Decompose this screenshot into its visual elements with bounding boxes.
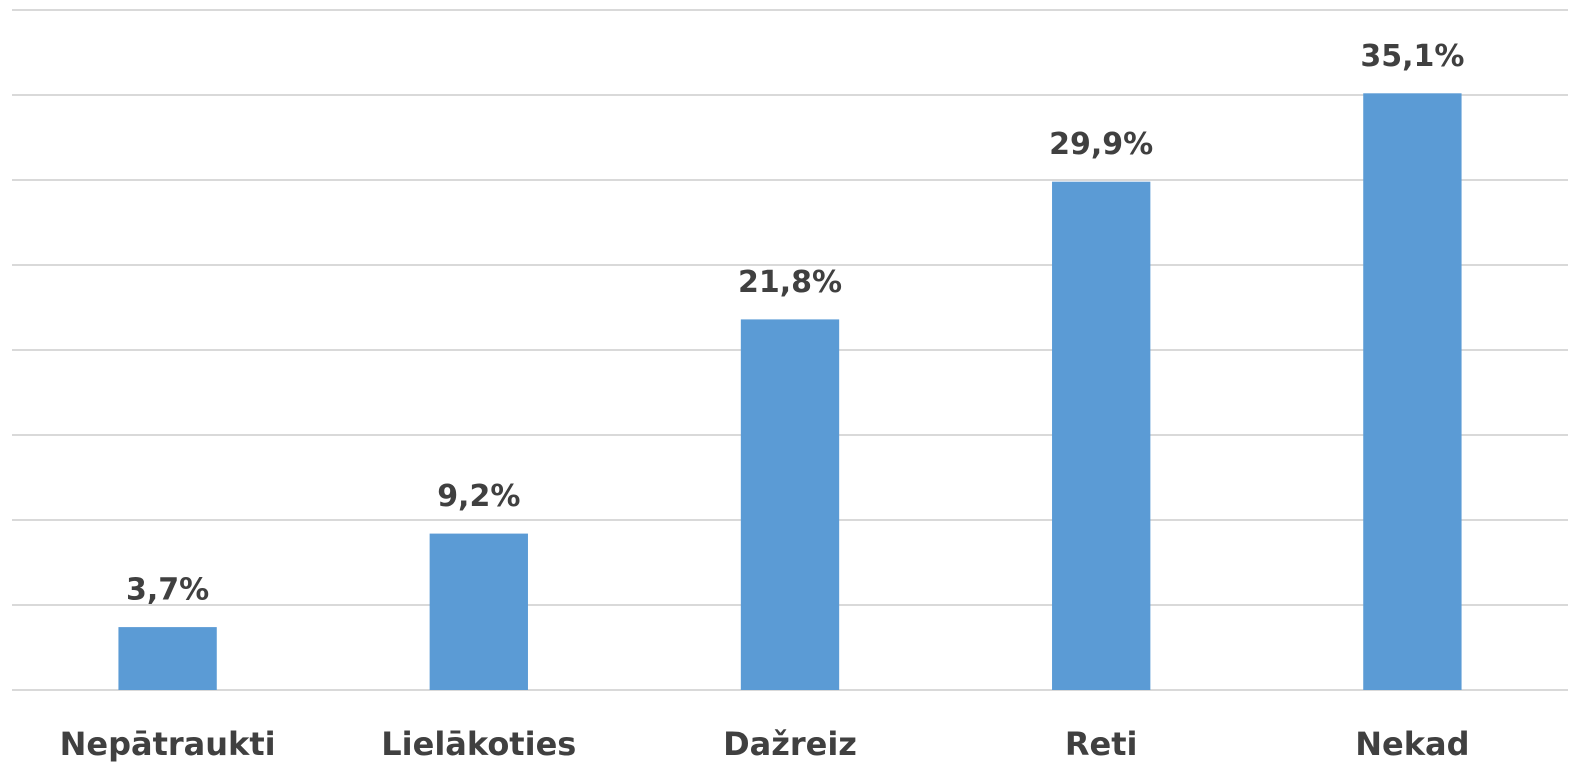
data-label: 35,1%: [1360, 39, 1464, 74]
data-label: 9,2%: [437, 479, 520, 514]
x-tick-label: Nekad: [1355, 725, 1469, 763]
bar: [740, 319, 840, 690]
bar: [118, 627, 217, 690]
bar: [1363, 93, 1462, 691]
data-label: 29,9%: [1049, 127, 1153, 162]
bar: [1052, 181, 1151, 690]
data-label: 21,8%: [738, 265, 842, 300]
bar: [429, 533, 528, 690]
data-label: 3,7%: [126, 573, 209, 608]
x-tick-label: Reti: [1065, 725, 1138, 763]
x-tick-label: Nepātraukti: [60, 725, 276, 763]
x-tick-label: Lielākoties: [381, 725, 576, 763]
x-tick-label: Dažreiz: [723, 725, 857, 763]
